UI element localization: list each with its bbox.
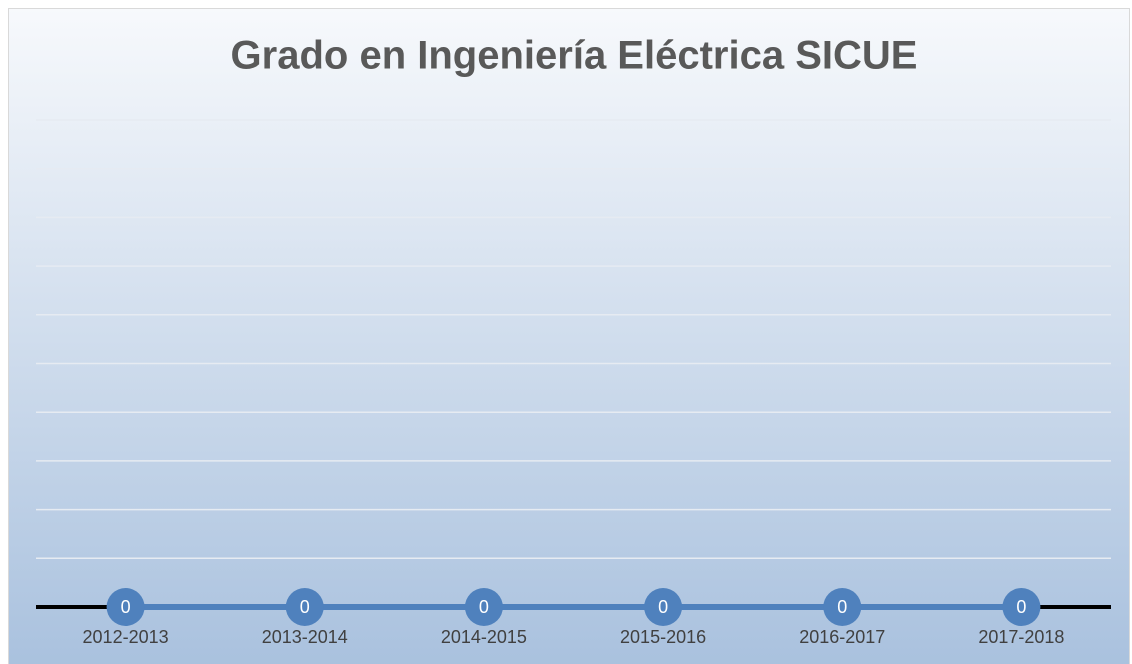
data-label: 0 [658,597,668,617]
x-tick-label: 2015-2016 [620,627,706,647]
data-label: 0 [300,597,310,617]
data-label: 0 [479,597,489,617]
data-label: 0 [121,597,131,617]
data-label: 0 [1016,597,1026,617]
chart-title: Grado en Ingeniería Eléctrica SICUE [231,34,918,78]
x-tick-label: 2014-2015 [441,627,527,647]
x-tick-label: 2016-2017 [799,627,885,647]
x-tick-label: 2013-2014 [262,627,348,647]
data-point [464,588,503,626]
chart-area [8,8,1130,664]
data-point [1002,588,1041,626]
x-tick-label: 2017-2018 [978,627,1064,647]
data-point [644,588,683,626]
x-tick-label: 2012-2013 [83,627,169,647]
data-point [106,588,145,626]
data-point [285,588,324,626]
data-label: 0 [837,597,847,617]
data-point [823,588,862,626]
